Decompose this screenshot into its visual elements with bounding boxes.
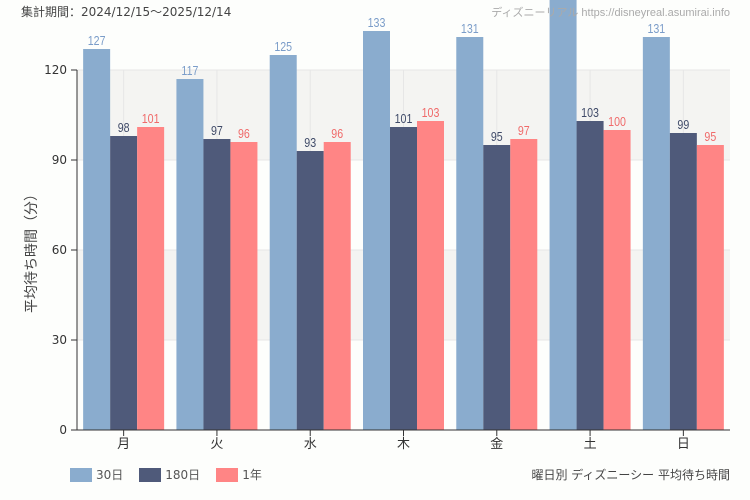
legend: 30日 180日 1年 [70,466,262,483]
bar[interactable] [603,130,631,430]
bar[interactable] [549,0,577,430]
legend-swatch [139,467,162,482]
y-tick-label: 30 [52,333,67,347]
data-label: 98 [118,120,130,135]
bar[interactable] [669,133,697,430]
bar[interactable] [203,139,231,430]
bar[interactable] [696,145,724,430]
watermark: ディズニーリアル https://disneyreal.asumirai.inf… [491,7,730,19]
legend-label: 180日 [165,468,201,482]
data-label: 133 [368,15,386,30]
data-label: 97 [211,123,223,138]
data-label: 95 [491,129,503,144]
legend-swatch [216,467,239,482]
bar[interactable] [137,127,165,430]
data-label: 100 [608,114,626,129]
legend-swatch [70,467,92,482]
x-tick-label: 木 [397,437,410,452]
bar[interactable] [176,79,204,430]
x-tick-label: 日 [677,437,690,452]
bar[interactable] [83,49,111,430]
legend-label: 30日 [96,468,124,482]
data-label: 99 [677,117,689,132]
bar[interactable] [363,31,390,430]
data-label: 103 [422,105,440,120]
bar[interactable] [576,121,604,430]
bar[interactable] [110,136,138,430]
y-tick-label: 90 [52,153,67,167]
legend-item-1y[interactable]: 1年 [216,466,262,483]
data-label: 97 [518,123,530,138]
bar[interactable] [323,142,351,430]
data-label: 93 [304,135,316,150]
data-label: 101 [395,111,413,126]
chart-subtitle: 集計期間：2024/12/15〜2025/12/14 [21,5,232,19]
bar[interactable] [417,121,444,430]
legend-item-180d[interactable]: 180日 [139,466,200,483]
chart-title: 曜日別 ディズニーシー 平均待ち時間 [531,468,730,482]
legend-item-30d[interactable]: 30日 [70,466,123,483]
x-tick-label: 火 [210,437,223,452]
y-tick-label: 60 [52,243,67,257]
x-tick-label: 水 [304,437,317,452]
data-label: 101 [142,111,160,126]
y-tick-label: 120 [44,63,67,77]
data-label: 103 [581,105,599,120]
bar[interactable] [296,151,324,430]
y-tick-label: 0 [59,423,67,437]
y-axis-label: 平均待ち時間（分） [24,187,40,313]
data-label: 127 [88,33,106,48]
legend-label: 1年 [242,468,262,482]
data-label: 125 [274,39,292,54]
bar[interactable] [456,37,484,430]
bar[interactable] [510,139,538,430]
bar[interactable] [269,55,297,430]
bar[interactable] [390,127,417,430]
data-label: 96 [238,126,250,141]
x-tick-label: 月 [117,437,130,452]
data-label: 131 [647,21,665,36]
bar[interactable] [642,37,670,430]
data-label: 117 [181,63,198,78]
bar[interactable] [230,142,258,430]
x-tick-label: 土 [584,437,597,452]
data-label: 96 [331,126,343,141]
data-label: 95 [704,129,716,144]
x-tick-label: 金 [490,436,503,452]
bar[interactable] [483,145,511,430]
data-label: 131 [461,21,479,36]
